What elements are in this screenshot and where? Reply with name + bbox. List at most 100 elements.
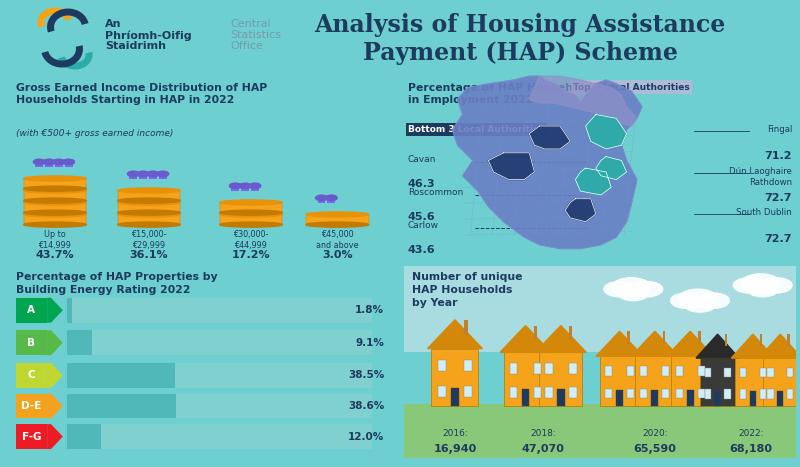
Circle shape xyxy=(147,171,159,177)
FancyBboxPatch shape xyxy=(762,358,798,406)
FancyBboxPatch shape xyxy=(118,203,180,212)
FancyBboxPatch shape xyxy=(605,389,612,398)
FancyBboxPatch shape xyxy=(16,330,47,355)
Text: 2018:: 2018: xyxy=(530,429,556,438)
Circle shape xyxy=(741,274,780,293)
FancyBboxPatch shape xyxy=(464,320,468,334)
FancyBboxPatch shape xyxy=(662,331,666,344)
Text: Top 3 Local Authorities: Top 3 Local Authorities xyxy=(574,83,690,92)
Circle shape xyxy=(326,195,338,201)
FancyBboxPatch shape xyxy=(787,334,790,346)
FancyBboxPatch shape xyxy=(662,389,670,398)
FancyBboxPatch shape xyxy=(600,356,639,406)
FancyBboxPatch shape xyxy=(670,356,710,406)
FancyBboxPatch shape xyxy=(510,387,518,398)
FancyBboxPatch shape xyxy=(327,197,335,204)
FancyBboxPatch shape xyxy=(557,389,565,406)
Circle shape xyxy=(734,278,765,293)
Polygon shape xyxy=(565,199,596,222)
FancyBboxPatch shape xyxy=(740,389,746,399)
FancyBboxPatch shape xyxy=(627,366,634,376)
Polygon shape xyxy=(596,156,626,180)
FancyBboxPatch shape xyxy=(464,386,472,397)
FancyBboxPatch shape xyxy=(750,390,756,406)
Circle shape xyxy=(761,278,792,293)
Polygon shape xyxy=(586,114,626,149)
FancyBboxPatch shape xyxy=(714,390,721,406)
Polygon shape xyxy=(631,331,678,356)
FancyBboxPatch shape xyxy=(231,185,239,191)
Ellipse shape xyxy=(306,222,369,227)
Text: Number of unique
HAP Households
by Year: Number of unique HAP Households by Year xyxy=(412,272,522,308)
FancyBboxPatch shape xyxy=(66,363,373,388)
FancyBboxPatch shape xyxy=(66,394,373,418)
FancyBboxPatch shape xyxy=(627,389,634,398)
FancyBboxPatch shape xyxy=(118,214,180,225)
FancyBboxPatch shape xyxy=(159,173,166,179)
Text: 43.6: 43.6 xyxy=(408,245,435,255)
Circle shape xyxy=(53,159,65,165)
Text: Bottom 3 Local Authorities: Bottom 3 Local Authorities xyxy=(408,125,545,134)
FancyBboxPatch shape xyxy=(640,389,647,398)
FancyBboxPatch shape xyxy=(534,325,537,339)
Ellipse shape xyxy=(24,200,86,205)
Circle shape xyxy=(678,289,718,308)
Circle shape xyxy=(612,278,651,297)
FancyBboxPatch shape xyxy=(640,366,647,376)
Ellipse shape xyxy=(24,176,86,181)
Ellipse shape xyxy=(24,210,86,215)
FancyBboxPatch shape xyxy=(627,331,630,344)
FancyBboxPatch shape xyxy=(724,368,730,377)
Circle shape xyxy=(670,293,702,308)
Ellipse shape xyxy=(118,188,180,193)
Ellipse shape xyxy=(219,200,282,205)
FancyBboxPatch shape xyxy=(241,185,249,191)
Text: Fingal: Fingal xyxy=(766,125,792,134)
FancyBboxPatch shape xyxy=(24,214,86,225)
Ellipse shape xyxy=(219,210,282,215)
FancyBboxPatch shape xyxy=(569,387,577,398)
FancyBboxPatch shape xyxy=(438,386,446,397)
Ellipse shape xyxy=(24,222,86,227)
FancyBboxPatch shape xyxy=(698,389,705,398)
Text: F-G: F-G xyxy=(22,432,41,442)
Polygon shape xyxy=(453,76,642,248)
FancyBboxPatch shape xyxy=(431,348,478,406)
FancyBboxPatch shape xyxy=(404,266,796,352)
FancyBboxPatch shape xyxy=(534,387,542,398)
FancyArrow shape xyxy=(47,330,62,355)
FancyBboxPatch shape xyxy=(24,178,86,189)
Text: (with €500+ gross earned income): (with €500+ gross earned income) xyxy=(16,129,173,138)
Polygon shape xyxy=(535,325,586,352)
Ellipse shape xyxy=(24,188,86,193)
Text: Roscommon: Roscommon xyxy=(408,188,463,197)
FancyBboxPatch shape xyxy=(66,394,176,418)
Text: Up to
€14,999: Up to €14,999 xyxy=(38,230,71,250)
FancyArrow shape xyxy=(47,298,62,323)
FancyBboxPatch shape xyxy=(724,389,730,399)
Text: €45,000
and above: €45,000 and above xyxy=(316,230,358,250)
Circle shape xyxy=(138,171,149,177)
FancyBboxPatch shape xyxy=(700,358,735,406)
Polygon shape xyxy=(696,334,739,358)
Circle shape xyxy=(698,293,730,308)
FancyBboxPatch shape xyxy=(676,366,682,376)
Text: 45.6: 45.6 xyxy=(408,212,435,222)
Text: Central: Central xyxy=(230,19,270,29)
Text: 36.1%: 36.1% xyxy=(130,250,168,260)
Text: 47,070: 47,070 xyxy=(522,444,565,454)
Text: 12.0%: 12.0% xyxy=(348,432,384,442)
Polygon shape xyxy=(427,320,482,348)
FancyBboxPatch shape xyxy=(45,161,53,168)
FancyBboxPatch shape xyxy=(219,214,282,225)
Text: 72.7: 72.7 xyxy=(765,193,792,203)
Text: Gross Earned Income Distribution of HAP
Households Starting in HAP in 2022: Gross Earned Income Distribution of HAP … xyxy=(16,83,267,106)
FancyBboxPatch shape xyxy=(318,197,326,204)
Circle shape xyxy=(316,195,327,201)
FancyBboxPatch shape xyxy=(66,298,72,323)
Text: Percentage of HAP Households
in Employment 2022: Percentage of HAP Households in Employme… xyxy=(408,83,598,106)
FancyBboxPatch shape xyxy=(767,389,774,399)
Text: Statistics: Statistics xyxy=(230,30,281,40)
Polygon shape xyxy=(575,168,611,195)
Ellipse shape xyxy=(118,222,180,227)
